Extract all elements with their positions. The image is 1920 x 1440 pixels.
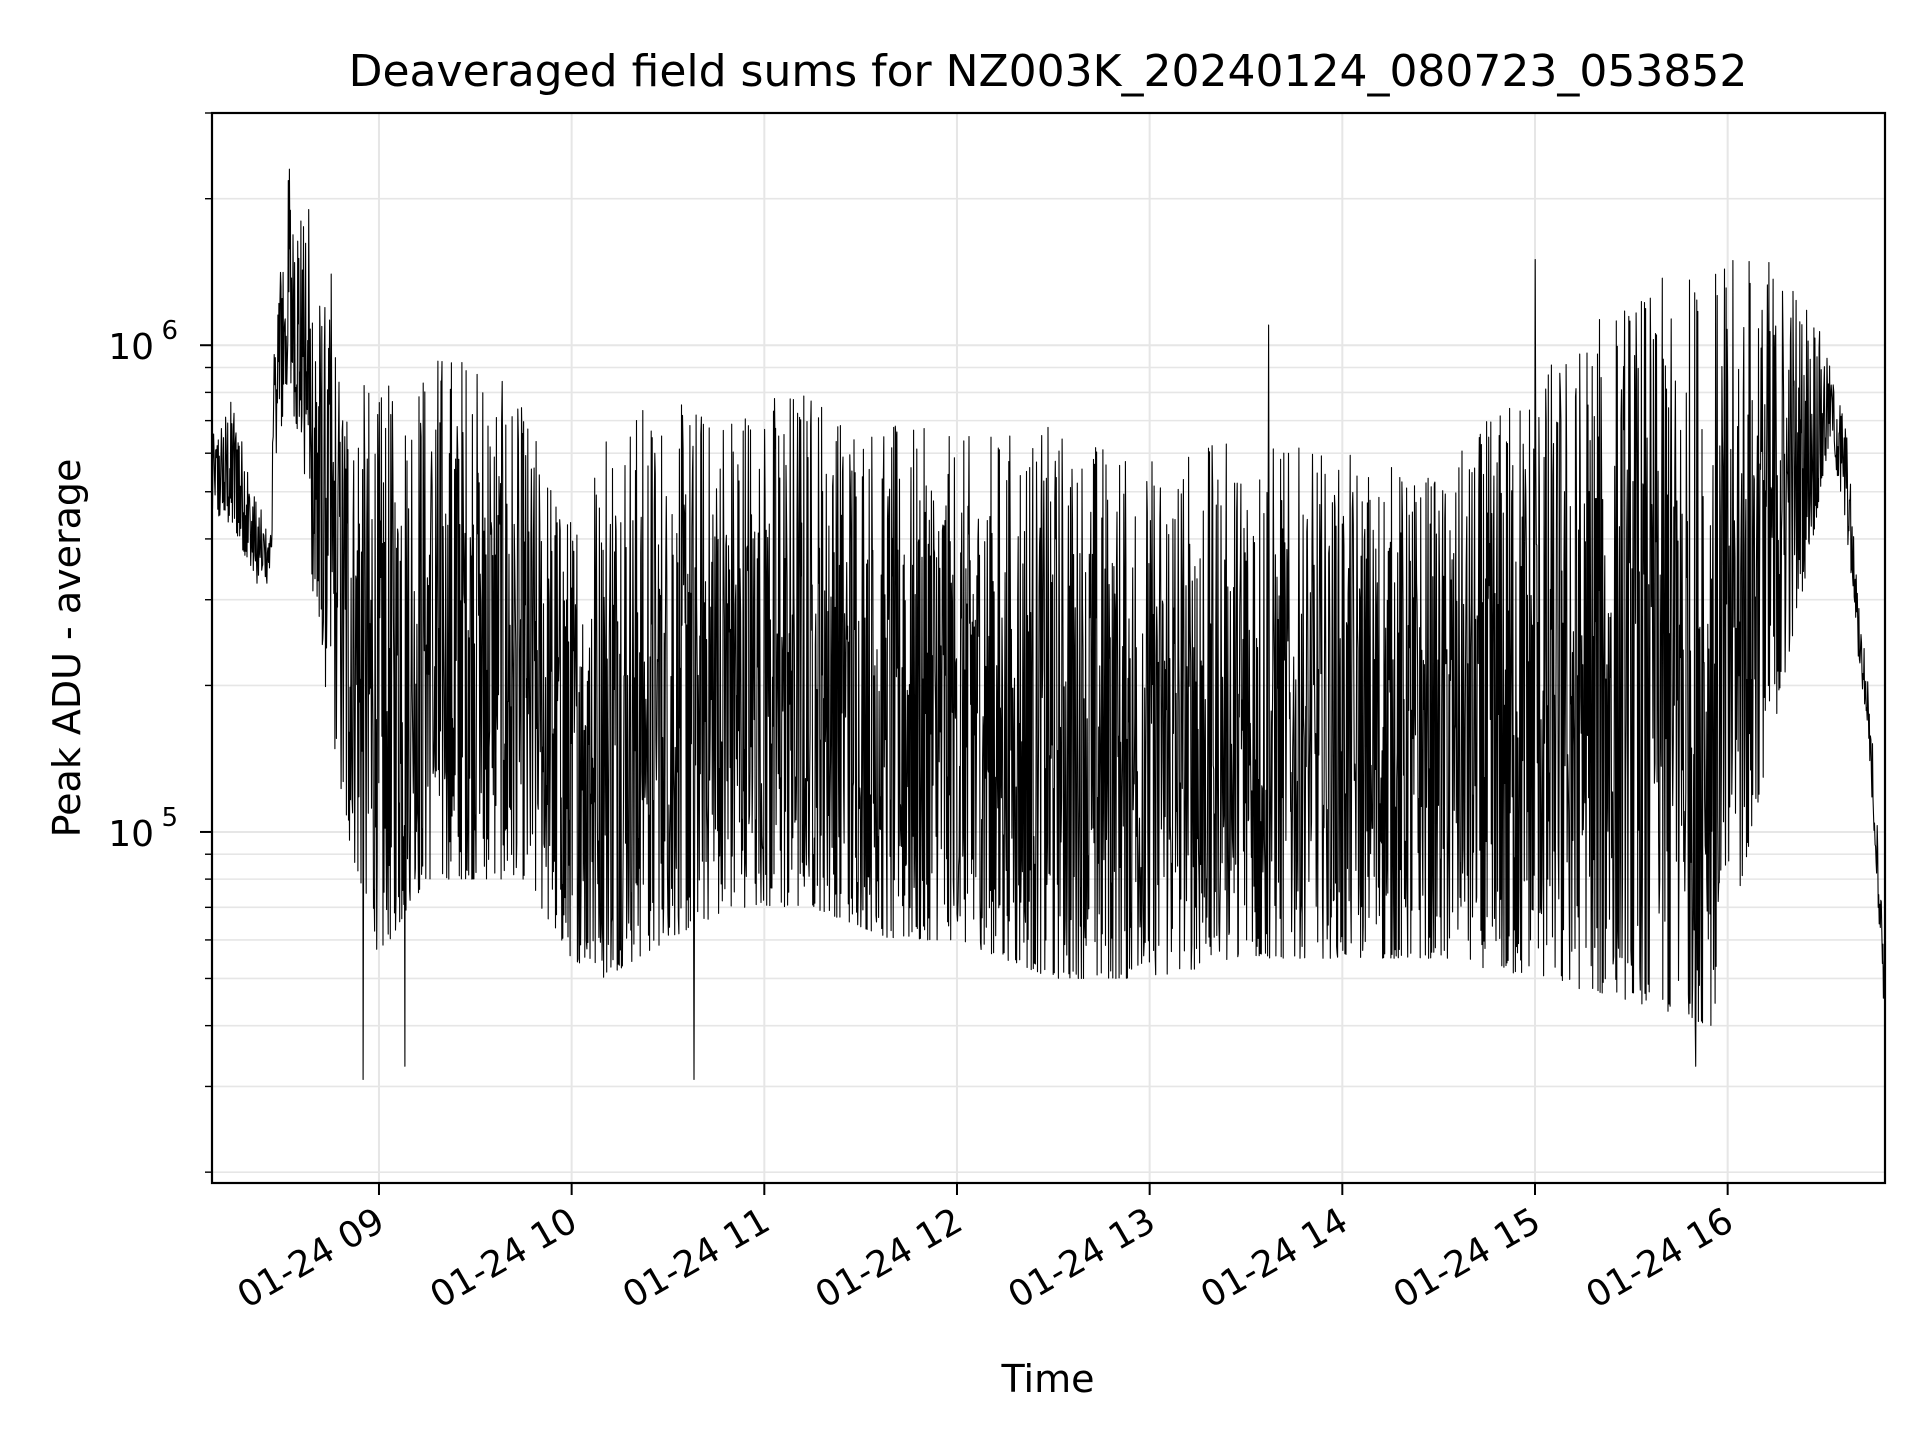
y-tick-label: 10 6 <box>108 316 178 368</box>
y-axis-label: Peak ADU - average <box>45 459 89 838</box>
series-line <box>211 168 1886 1081</box>
y-tick-label-base: 10 <box>108 327 154 368</box>
y-tick-label-base: 10 <box>108 814 154 855</box>
chart-title: Deaveraged field sums for NZ003K_2024012… <box>349 46 1748 97</box>
y-tick-label-exponent: 6 <box>161 316 178 346</box>
series-path <box>211 168 1886 1081</box>
y-tick-label: 10 5 <box>108 803 178 855</box>
x-axis-label: Time <box>1001 1357 1095 1401</box>
y-tick-label-exponent: 5 <box>161 803 178 833</box>
plot-frame <box>210 111 1887 1185</box>
